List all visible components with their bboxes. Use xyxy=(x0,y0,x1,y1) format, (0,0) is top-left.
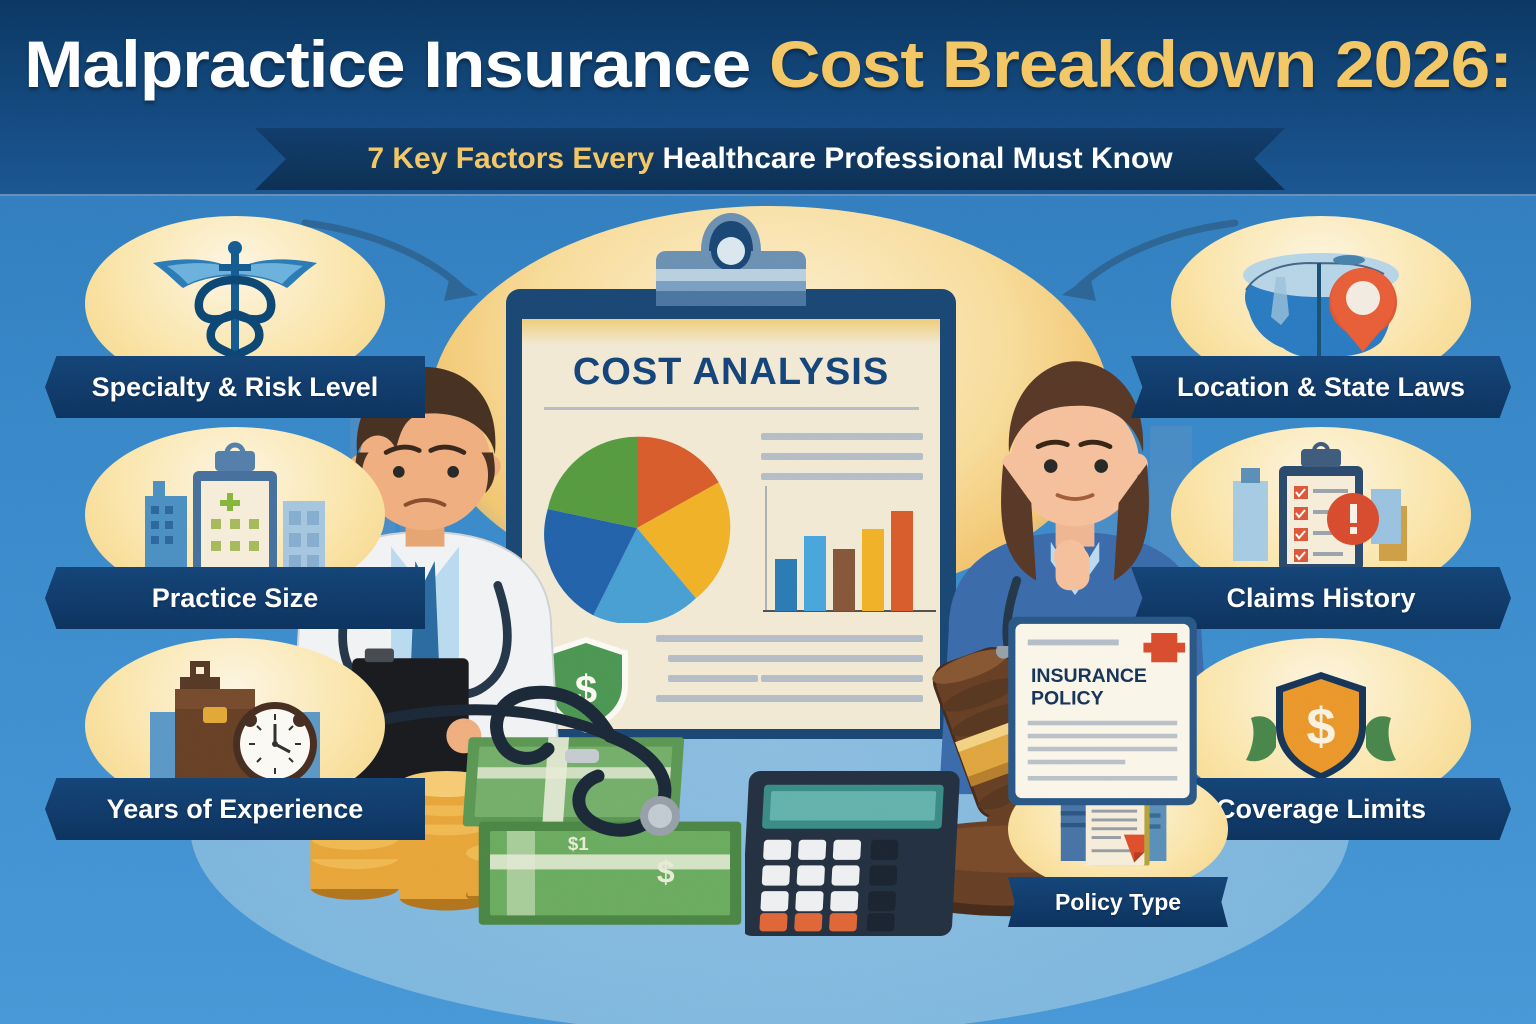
svg-text:POLICY: POLICY xyxy=(1031,688,1104,710)
svg-text:INSURANCE: INSURANCE xyxy=(1031,665,1147,687)
svg-text:$: $ xyxy=(657,854,675,890)
svg-text:$: $ xyxy=(1307,698,1336,756)
